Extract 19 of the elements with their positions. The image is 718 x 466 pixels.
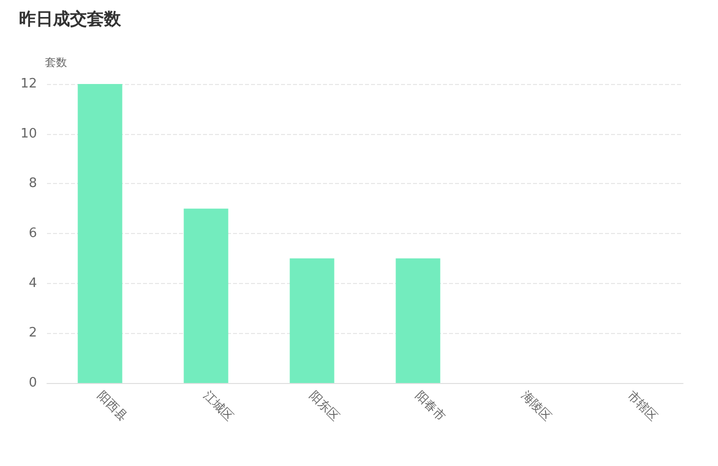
x-tick-label: 阳西县 xyxy=(95,388,130,424)
y-tick-label: 12 xyxy=(20,76,37,92)
chart-title: 昨日成交套数 xyxy=(19,10,122,30)
bar xyxy=(396,258,440,383)
x-tick-label: 市辖区 xyxy=(625,388,660,424)
y-tick-label: 10 xyxy=(20,126,37,142)
y-tick-label: 8 xyxy=(28,176,37,192)
x-tick-label: 海陵区 xyxy=(519,388,554,424)
bar xyxy=(290,258,334,383)
y-tick-label: 6 xyxy=(28,226,37,241)
y-tick-label: 2 xyxy=(28,326,37,341)
x-tick-label: 阳春市 xyxy=(413,388,448,424)
y-axis-title: 套数 xyxy=(45,56,67,69)
x-tick-label: 阳东区 xyxy=(307,388,342,424)
y-tick-label: 4 xyxy=(28,276,37,291)
y-tick-label: 0 xyxy=(28,376,37,390)
bar xyxy=(184,208,228,383)
x-tick-label: 江城区 xyxy=(201,388,236,424)
bar xyxy=(78,84,122,383)
